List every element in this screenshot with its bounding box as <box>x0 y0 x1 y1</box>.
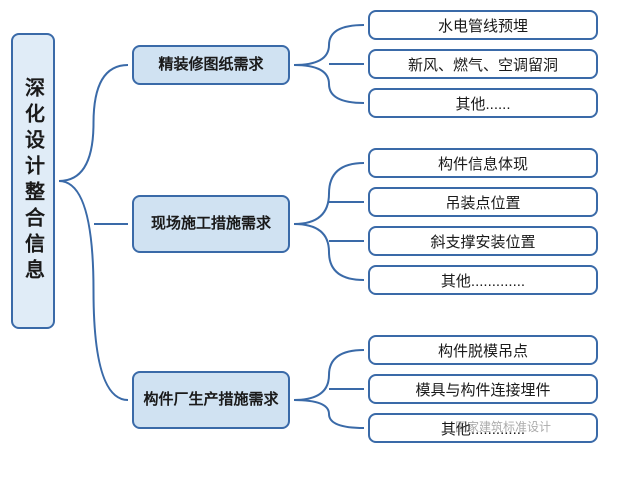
mid-node-0: 精装修图纸需求 <box>132 45 290 85</box>
leaf-node-0-0: 水电管线预埋 <box>368 10 598 40</box>
leaf-node-1-1: 吊装点位置 <box>368 187 598 217</box>
watermark-text: 国家建筑标准设计 <box>455 418 551 435</box>
leaf-node-1-3: 其他............. <box>368 265 598 295</box>
mid-node-1: 现场施工措施需求 <box>132 195 290 253</box>
leaf-node-2-0: 构件脱模吊点 <box>368 335 598 365</box>
leaf-node-0-2: 其他...... <box>368 88 598 118</box>
leaf-node-2-1: 模具与构件连接埋件 <box>368 374 598 404</box>
root-node: 深化设计整合信息 <box>11 33 55 329</box>
mid-node-2: 构件厂生产措施需求 <box>132 371 290 429</box>
leaf-node-1-0: 构件信息体现 <box>368 148 598 178</box>
leaf-node-1-2: 斜支撑安装位置 <box>368 226 598 256</box>
leaf-node-0-1: 新风、燃气、空调留洞 <box>368 49 598 79</box>
